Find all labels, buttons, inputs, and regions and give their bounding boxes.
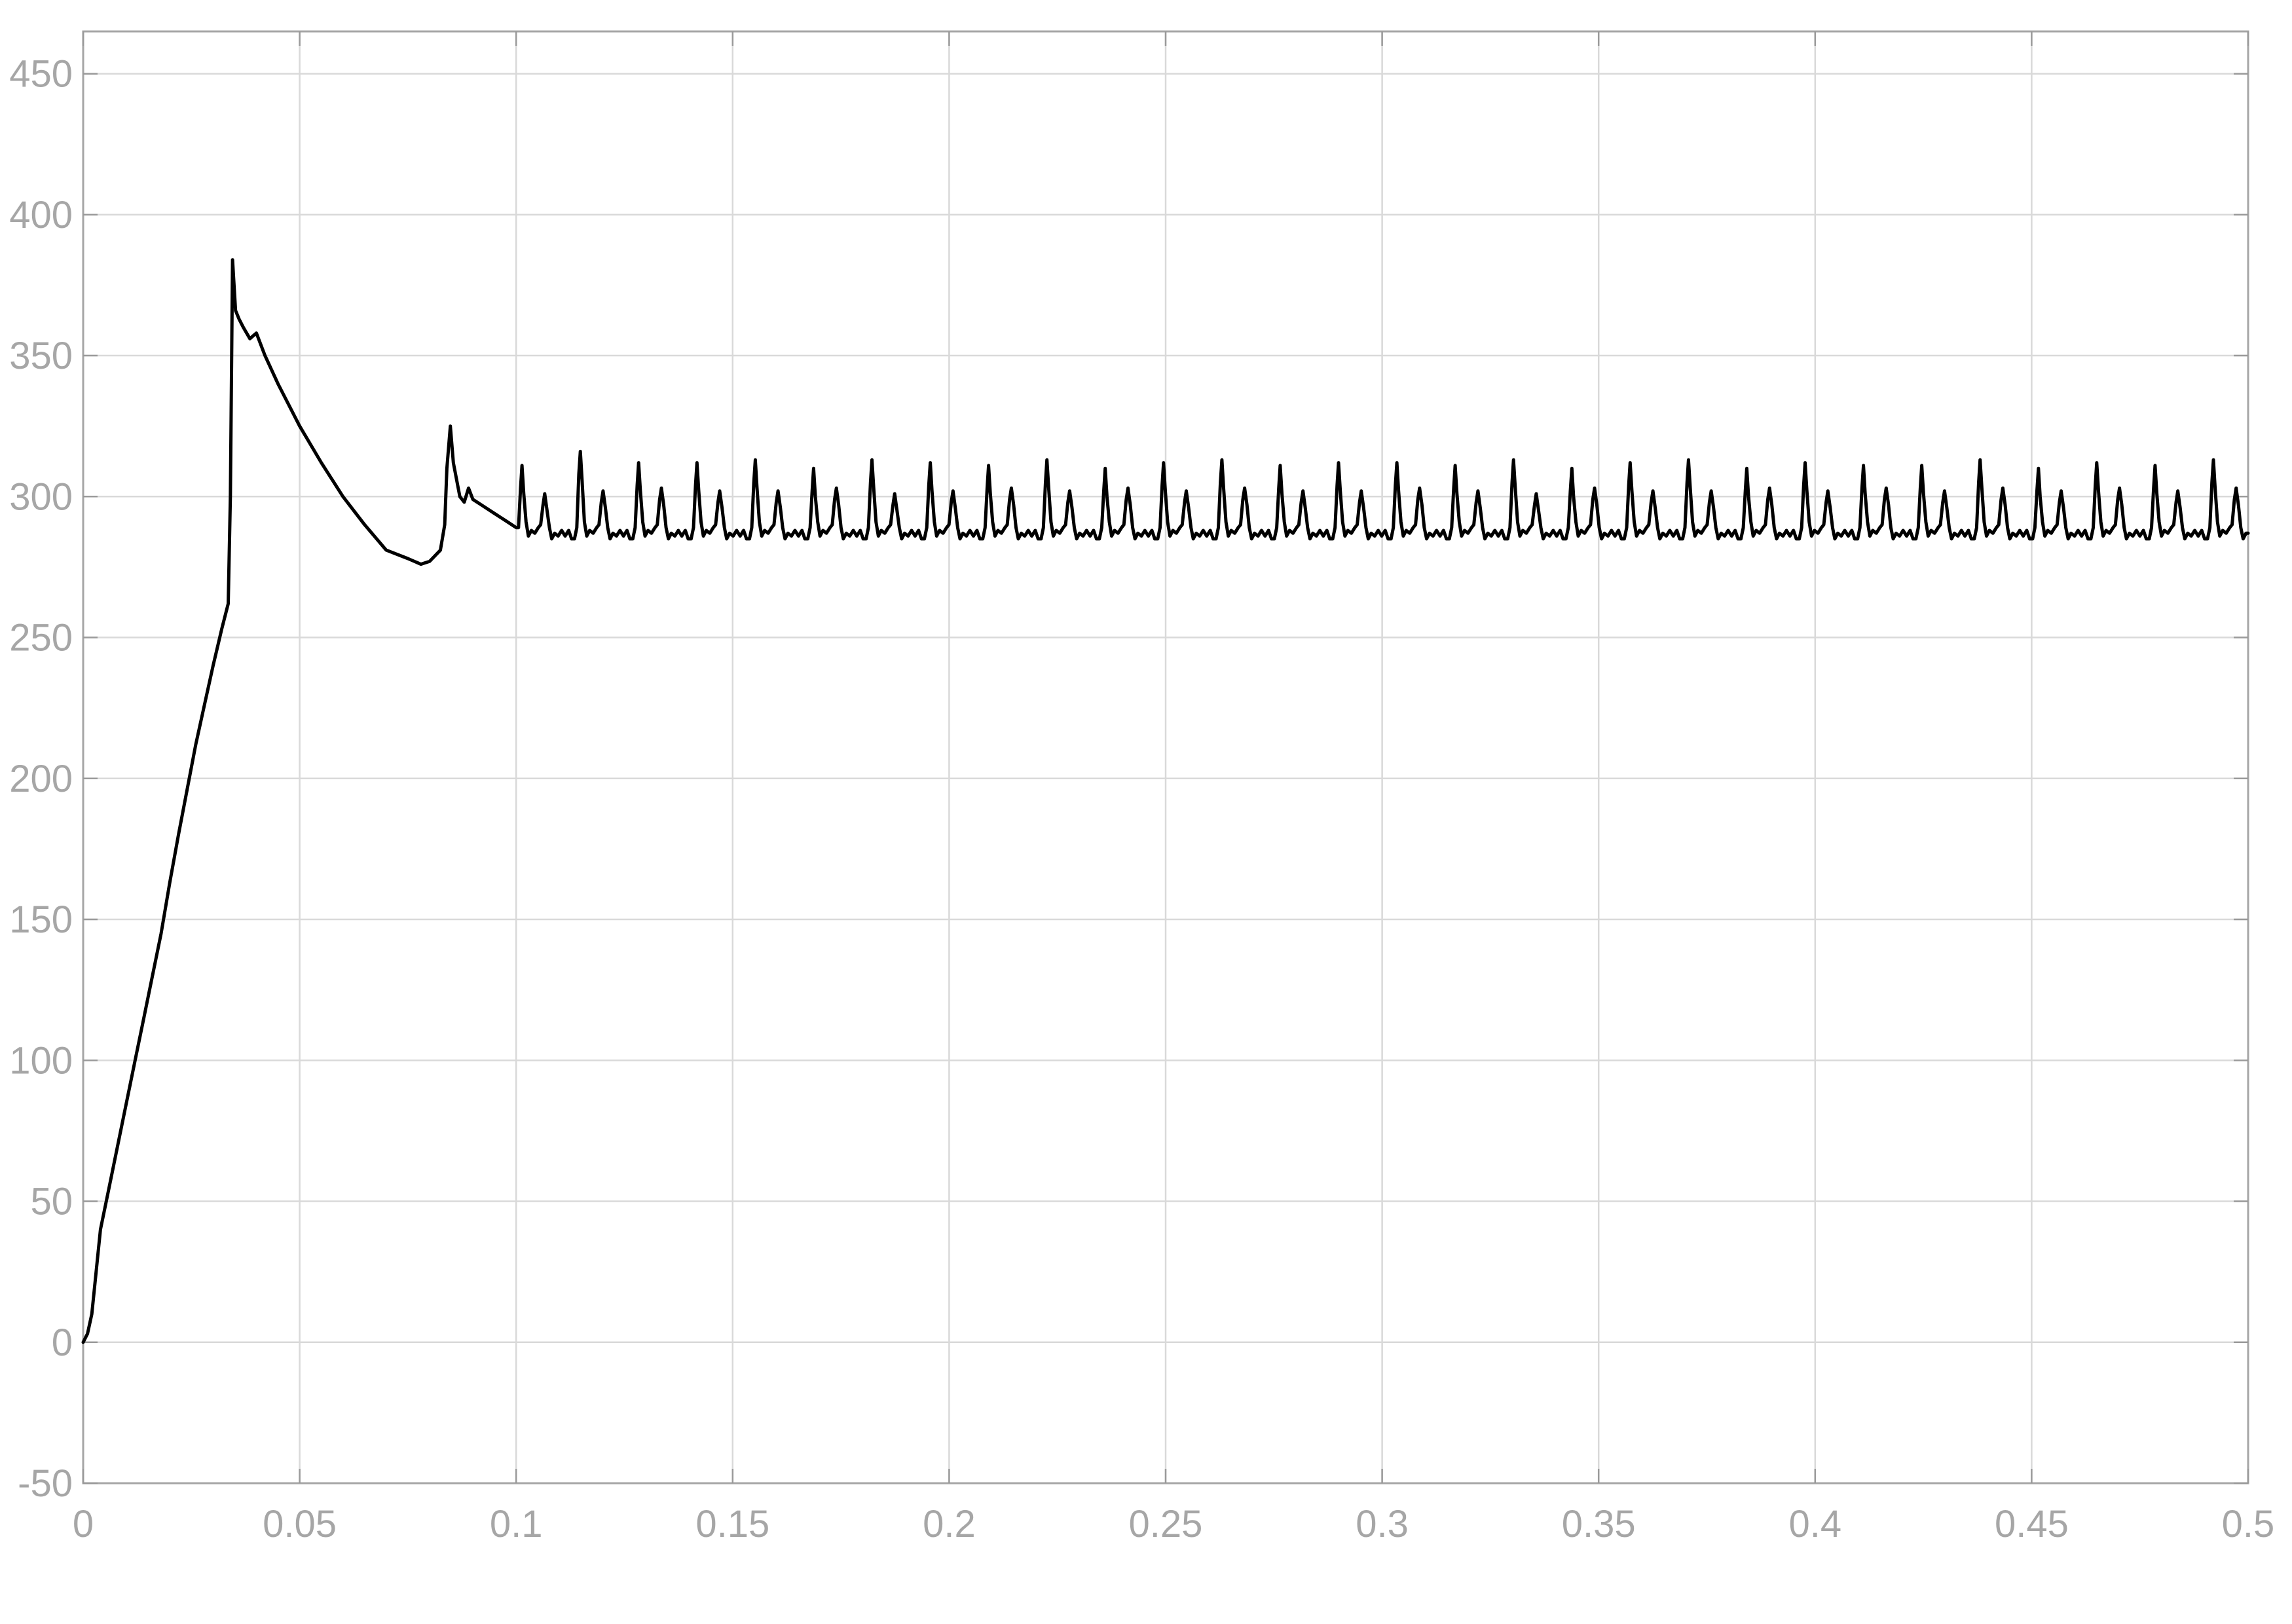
- tick-labels: 0 0.05 0.1 0.15 0.2 0.25 0.3 0.35 0.4 0.45 0.5-500…: [9, 53, 2274, 1545]
- x-tick-label: 0.5: [2222, 1503, 2275, 1545]
- y-tick-label: 0: [52, 1321, 73, 1364]
- y-tick-label: 350: [9, 335, 73, 377]
- x-tick-label: 0.2: [923, 1503, 976, 1545]
- x-tick-label: 0.1: [490, 1503, 543, 1545]
- data-layer: [81, 258, 2250, 1344]
- y-tick-label: 150: [9, 898, 73, 941]
- y-tick-label: 50: [30, 1181, 73, 1223]
- x-tick-label: 0.25: [1129, 1503, 1203, 1545]
- y-tick-label: 300: [9, 475, 73, 518]
- y-tick-label: 400: [9, 194, 73, 236]
- y-tick-label: -50: [18, 1462, 73, 1505]
- x-tick-label: 0: [73, 1503, 94, 1545]
- x-tick-label: 0.15: [695, 1503, 769, 1545]
- y-tick-label: 250: [9, 617, 73, 659]
- x-tick-label: 0.45: [1995, 1503, 2069, 1545]
- x-tick-label: 0.3: [1356, 1503, 1409, 1545]
- y-tick-label: 450: [9, 53, 73, 96]
- x-tick-label: 0.4: [1788, 1503, 1841, 1545]
- y-tick-label: 100: [9, 1039, 73, 1082]
- y-tick-label: 200: [9, 758, 73, 800]
- series-line: [81, 258, 2250, 1344]
- x-tick-label: 0.05: [263, 1503, 337, 1545]
- x-tick-label: 0.35: [1562, 1503, 1636, 1545]
- tick-marks: [82, 31, 2249, 1485]
